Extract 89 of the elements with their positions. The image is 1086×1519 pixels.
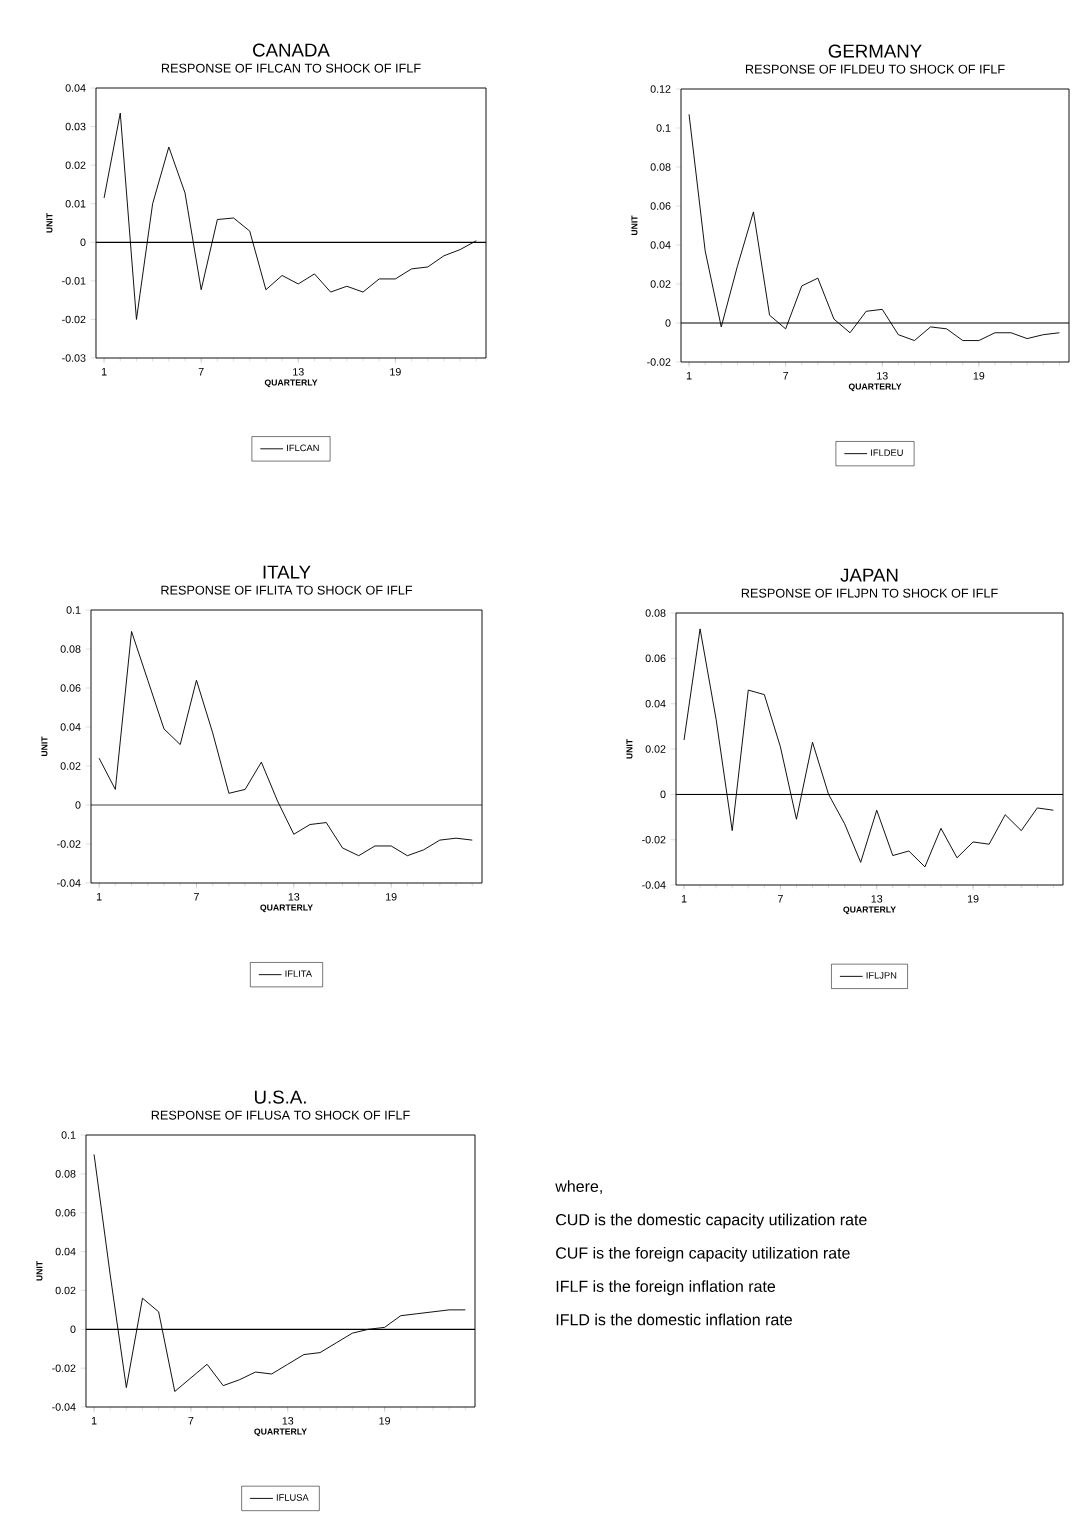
x-tick-label: 1 [101,368,107,376]
x-tick-label: 7 [783,372,789,380]
x-axis-title: QUARTERLY [260,904,313,913]
y-axis-title: UNIT [626,739,633,759]
chart-title: U.S.A. [254,1090,306,1104]
y-tick-label: 0.03 [65,122,86,131]
text: IFLF is the foreign inflation rate [556,1280,776,1296]
chart-title: JAPAN [840,568,898,582]
text: where, [555,1180,602,1194]
x-tick-label: 19 [967,895,979,903]
y-tick-label: 0.08 [650,163,671,171]
x-tick-label: 19 [386,893,397,901]
x-tick-label: 13 [871,895,883,903]
x-tick-label: 7 [777,895,783,903]
legend-label: IFLUSA [276,1494,309,1501]
x-tick-label: 13 [282,1417,294,1425]
y-tick-label: -0.02 [642,835,666,844]
chart-title: CANADA [253,43,330,57]
chart-title: GERMANY [828,44,922,58]
chart-subtitle: RESPONSE OF IFLUSA TO SHOCK OF IFLF [151,1110,410,1120]
y-tick-label: -0.02 [52,1364,76,1372]
y-axis-title: UNIT [631,215,638,236]
y-tick-label: 0 [70,1325,76,1334]
x-tick-label: 1 [681,895,687,903]
x-tick-label: 19 [390,368,401,376]
x-tick-label: 1 [96,893,102,901]
y-tick-label: 0.02 [645,745,666,753]
y-tick-label: -0.04 [52,1403,76,1411]
text: IFLD is the domestic inflation rate [556,1313,792,1326]
y-tick-label: 0.08 [645,609,666,617]
y-tick-label: 0.08 [55,1170,76,1178]
y-tick-label: 0.06 [645,654,666,663]
y-tick-label: 0.01 [65,199,86,208]
y-tick-label: 0.02 [60,762,81,770]
y-tick-label: 0.1 [66,606,81,614]
y-tick-label: -0.02 [647,358,671,366]
y-tick-label: 0.04 [60,723,81,731]
y-tick-label: 0.06 [55,1208,76,1217]
y-axis-title: UNIT [46,213,53,233]
y-tick-label: -0.03 [62,354,86,362]
y-axis-title: UNIT [36,1261,43,1281]
y-tick-label: 0.02 [55,1286,76,1295]
y-tick-label: -0.04 [57,879,81,887]
text: CUF is the foreign capacity utilization rate [556,1246,850,1262]
y-tick-label: 0.06 [60,684,81,692]
x-axis-title: QUARTERLY [264,379,318,388]
y-tick-label: -0.02 [62,315,86,324]
y-tick-label: -0.02 [57,840,81,848]
y-tick-label: 0 [665,319,671,327]
x-tick-label: 19 [379,1417,391,1425]
x-tick-label: 13 [877,372,888,380]
x-tick-label: 7 [194,893,199,901]
y-tick-label: 0.02 [65,161,86,169]
y-tick-label: 0.08 [60,645,81,653]
y-tick-label: 0 [80,238,86,247]
text: CUD is the domestic capacity utilization rate [556,1213,867,1229]
x-tick-label: 7 [198,368,204,376]
x-tick-label: 13 [293,368,304,376]
x-axis-title: QUARTERLY [848,383,902,392]
y-tick-label: 0.04 [65,84,86,92]
y-tick-label: -0.01 [62,277,86,285]
y-tick-label: 0.02 [650,280,671,288]
x-tick-label: 13 [288,893,300,901]
x-axis-title: QUARTERLY [254,1428,307,1437]
y-tick-label: 0.04 [55,1247,76,1256]
y-tick-label: 0 [75,801,81,809]
y-tick-label: 0.12 [650,85,671,93]
chart-subtitle: RESPONSE OF IFLCAN TO SHOCK OF IFLF [161,63,421,73]
y-tick-label: 0.06 [650,202,671,210]
y-tick-label: 0.04 [645,699,666,708]
x-tick-label: 19 [973,372,985,380]
legend-label: IFLCAN [287,444,319,452]
y-tick-label: 0.1 [656,124,671,132]
y-tick-label: 0.04 [650,241,671,249]
chart-subtitle: RESPONSE OF IFLJPN TO SHOCK OF IFLF [741,588,998,598]
legend-label: IFLJPN [866,972,897,979]
chart-subtitle: RESPONSE OF IFLITA TO SHOCK OF IFLF [161,585,413,595]
y-axis-title: UNIT [41,736,48,757]
legend-label: IFLITA [285,970,312,977]
chart-subtitle: RESPONSE OF IFLDEU TO SHOCK OF IFLF [745,64,1005,74]
y-tick-label: 0.1 [61,1131,76,1139]
x-tick-label: 1 [686,372,692,380]
x-tick-label: 7 [188,1417,194,1425]
y-tick-label: -0.04 [642,881,666,889]
y-tick-label: 0 [660,790,666,799]
x-tick-label: 1 [91,1417,97,1425]
x-axis-title: QUARTERLY [843,906,896,915]
chart-title: ITALY [263,565,311,579]
legend-label: IFLDEU [871,449,903,456]
